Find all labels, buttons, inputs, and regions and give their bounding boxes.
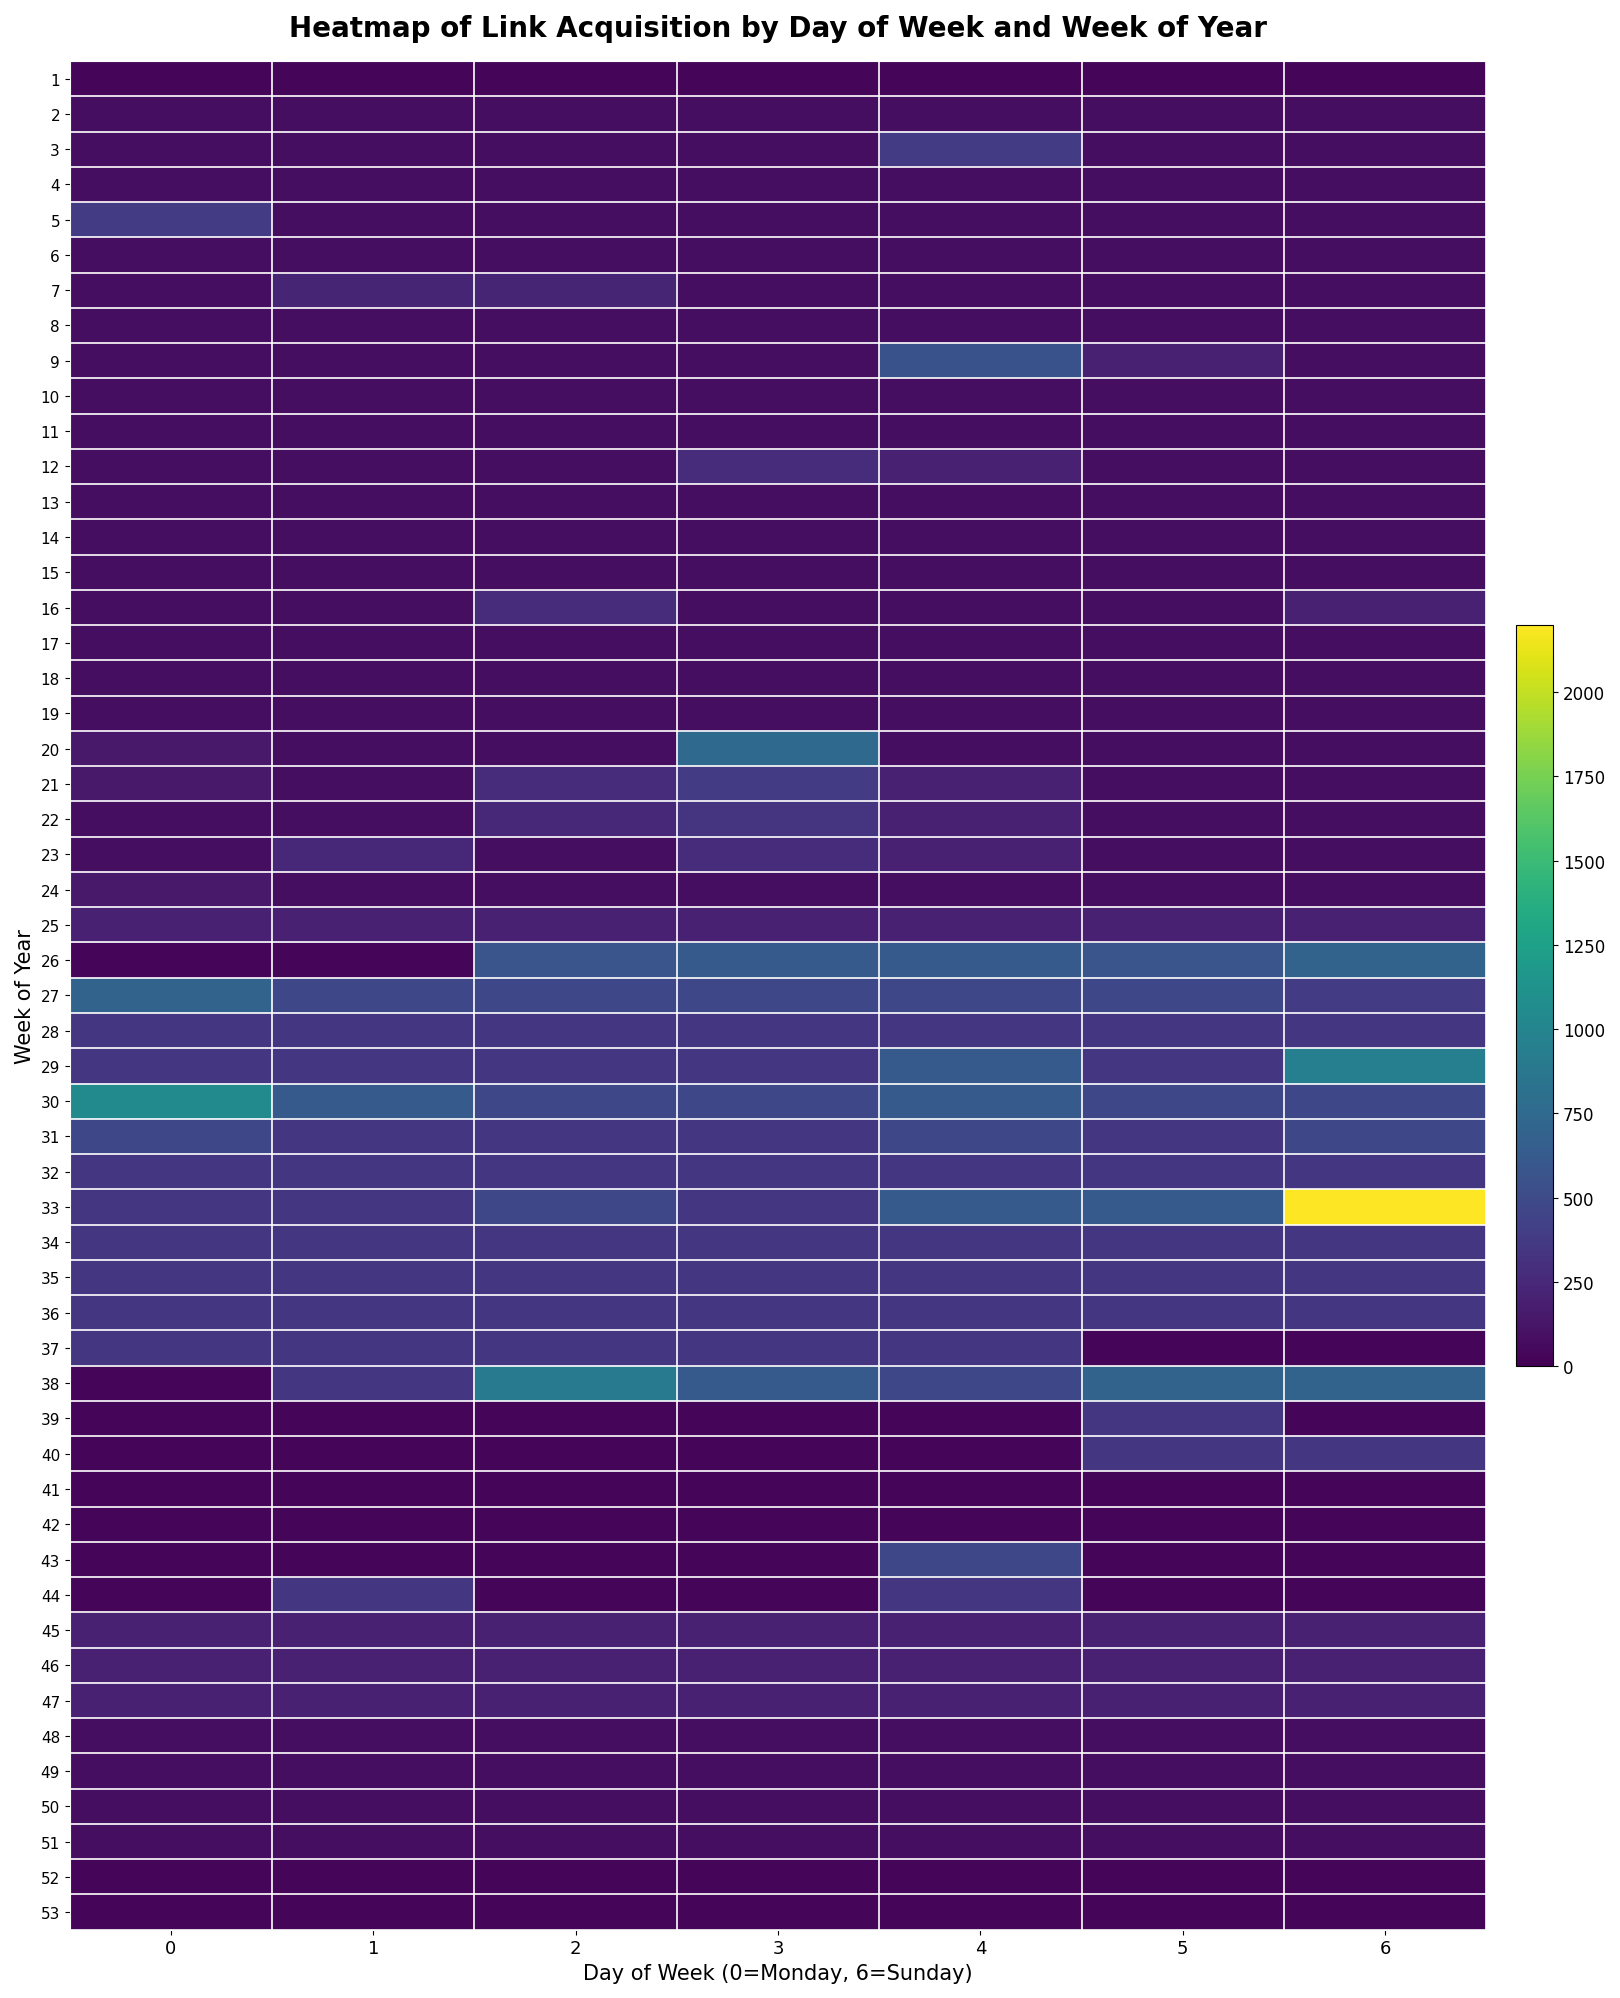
X-axis label: Day of Week (0=Monday, 6=Sunday): Day of Week (0=Monday, 6=Sunday): [583, 1962, 974, 1982]
Title: Heatmap of Link Acquisition by Day of Week and Week of Year: Heatmap of Link Acquisition by Day of We…: [288, 16, 1267, 44]
Y-axis label: Week of Year: Week of Year: [15, 929, 36, 1063]
